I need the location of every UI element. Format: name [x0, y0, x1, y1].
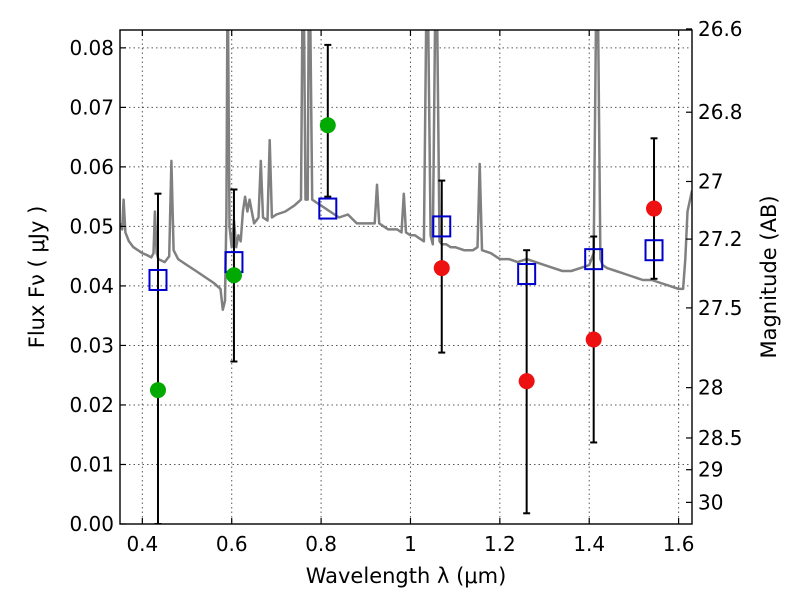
model-flux-square — [318, 197, 338, 220]
observed-flux-point — [319, 117, 336, 134]
plot-frame — [119, 29, 693, 525]
y-tick-label: 0.01 — [69, 452, 114, 476]
y2-tick-label: 28.5 — [698, 426, 743, 450]
y2-tick-label: 27 — [698, 169, 723, 193]
observed-flux-point — [518, 373, 535, 390]
y-tick-label: 0.05 — [69, 214, 114, 238]
y-tick-label: 0.04 — [69, 274, 114, 298]
y-tick-label: 0.06 — [69, 155, 114, 179]
observed-flux-point — [646, 200, 663, 217]
x-tick-label: 0.4 — [126, 532, 158, 556]
y2-tick-label: 26.6 — [698, 17, 743, 41]
y-tick-label: 0.02 — [69, 393, 114, 417]
y2-axis-title: Magnitude (AB) — [757, 195, 781, 358]
model-flux-square — [584, 248, 604, 271]
x-axis-title: Wavelength λ (μm) — [306, 564, 507, 588]
observed-flux-point — [149, 382, 166, 399]
y2-tick-label: 28 — [698, 376, 723, 400]
plot-area — [120, 30, 692, 524]
y2-tick-label: 26.8 — [698, 100, 743, 124]
observed-flux-point — [433, 260, 450, 277]
x-tick-label: 1.6 — [663, 532, 695, 556]
y-tick-label: 0.03 — [69, 333, 114, 357]
y2-tick-label: 27.5 — [698, 296, 743, 320]
y2-tick-label: 30 — [698, 490, 723, 514]
y-tick-label: 0.00 — [69, 512, 114, 536]
model-spectrum-line — [120, 30, 692, 311]
model-flux-square — [517, 263, 537, 286]
y-tick-label: 0.07 — [69, 95, 114, 119]
y-axis-title: Flux Fν ( μJy ) — [25, 206, 49, 349]
x-tick-label: 0.8 — [305, 532, 337, 556]
observed-flux-point — [585, 331, 602, 348]
x-tick-label: 1.2 — [484, 532, 516, 556]
axes: 0.4 0.6 0.8 1 1.2 1.4 1.6 0.00 0.01 0.02 0.03 0.04 0… — [69, 17, 742, 556]
model-flux-square — [432, 215, 452, 238]
x-tick-label: 1.4 — [573, 532, 605, 556]
model-flux-square — [148, 268, 168, 291]
x-tick-label: 1 — [404, 532, 417, 556]
y2-tick-label: 27.2 — [698, 227, 743, 251]
observed-flux-point — [225, 267, 242, 284]
model-flux-square — [644, 239, 664, 262]
y-tick-label: 0.08 — [69, 36, 114, 60]
x-tick-label: 0.6 — [216, 532, 248, 556]
y2-tick-label: 29 — [698, 458, 723, 482]
